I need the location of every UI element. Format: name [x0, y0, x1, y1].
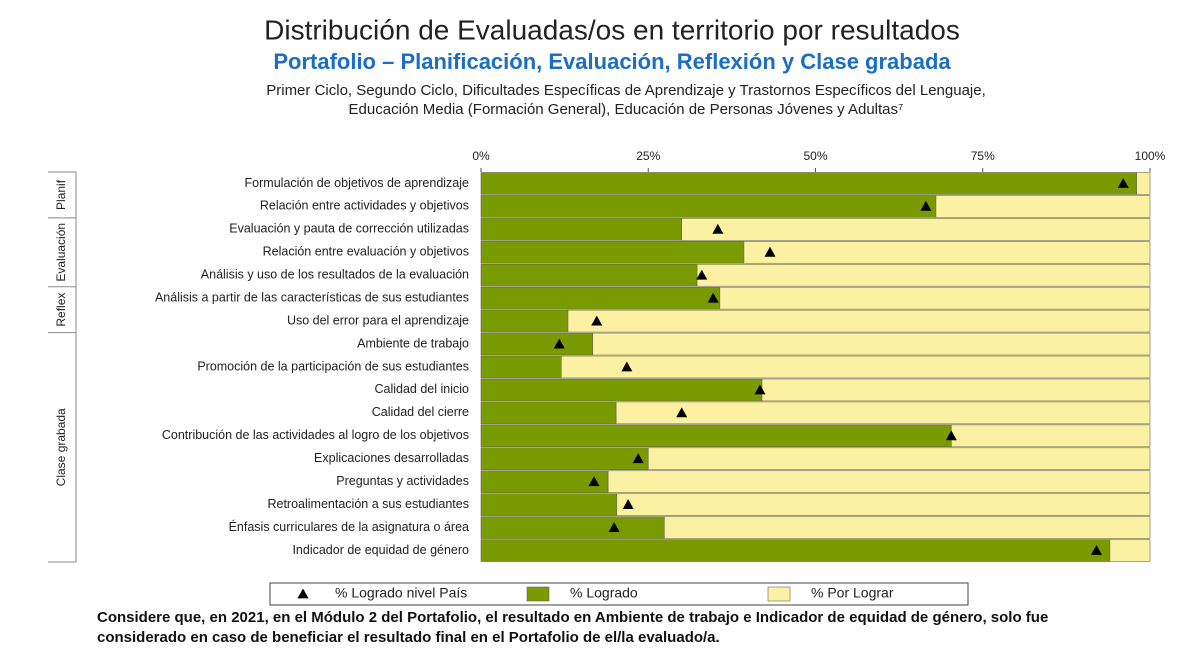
y-tick-label: Explicaciones desarrolladas — [314, 451, 469, 465]
y-tick-label: Énfasis curriculares de la asignatura o … — [229, 519, 469, 534]
marker — [707, 292, 719, 303]
bar-segment — [567, 309, 1151, 333]
y-tick-label: Calidad del inicio — [374, 382, 469, 396]
x-tick-label: 50% — [803, 149, 827, 163]
marker — [945, 430, 957, 441]
marker — [676, 407, 688, 418]
bar-segment — [647, 447, 1151, 471]
bar-segment — [480, 332, 594, 356]
bar-segment — [480, 172, 1137, 195]
marker — [591, 315, 603, 326]
marker — [632, 453, 644, 464]
bar-segment — [480, 195, 937, 218]
bar-segment — [719, 286, 1151, 310]
group-label: Planif — [54, 179, 68, 210]
bar-segment — [480, 218, 682, 241]
marker — [621, 361, 633, 372]
y-tick-label: Indicador de equidad de género — [292, 543, 469, 557]
y-tick-label: Preguntas y actividades — [336, 474, 469, 488]
legend-swatch — [767, 586, 791, 602]
bar-segment — [681, 218, 1151, 241]
group-label: Clase grabada — [54, 408, 68, 486]
bar-segment — [480, 355, 562, 379]
bar-segment — [480, 470, 609, 493]
y-tick-label: Calidad del cierre — [372, 405, 469, 419]
chart-title: Distribución de Evaluadas/os en territor… — [264, 14, 960, 45]
bar-segment — [480, 516, 665, 539]
x-tick-label: 0% — [472, 149, 490, 163]
chart-subtitle: Portafolio – Planificación, Evaluación, … — [273, 49, 951, 74]
x-tick-label: 75% — [971, 149, 995, 163]
bar-segment — [480, 263, 698, 287]
marker — [712, 223, 724, 234]
bar-segment — [696, 263, 1151, 287]
legend-label: % Logrado nivel País — [335, 585, 467, 601]
bar-segment — [480, 241, 745, 264]
marker — [1117, 177, 1129, 188]
bar-segment — [743, 241, 1151, 264]
bar-segment — [480, 286, 721, 310]
legend-marker — [297, 588, 309, 599]
legend-label: % Logrado — [570, 585, 638, 601]
y-tick-label: Promoción de la participación de sus est… — [197, 359, 469, 373]
bar-segment — [480, 424, 952, 448]
y-tick-label: Relación entre evaluación y objetivos — [263, 245, 469, 259]
group-label: Evaluación — [54, 223, 68, 282]
bar-segment — [607, 470, 1151, 493]
group-label: Reflex — [54, 293, 68, 327]
y-tick-label: Contribución de las actividades al logro… — [162, 428, 469, 442]
y-tick-label: Retroalimentación a sus estudiantes — [267, 497, 469, 511]
y-tick-label: Análisis a partir de las características… — [155, 290, 469, 304]
bar-segment — [480, 401, 617, 425]
marker — [920, 200, 932, 211]
bar-segment — [560, 355, 1151, 379]
bar-segment — [1109, 539, 1151, 562]
marker — [553, 338, 565, 349]
bar-segment — [480, 493, 618, 516]
marker — [608, 522, 620, 532]
bar-segment — [616, 493, 1151, 516]
bar-segment — [761, 378, 1151, 402]
bar-segment — [480, 447, 649, 471]
marker — [1090, 545, 1102, 555]
y-tick-label: Ambiente de trabajo — [357, 336, 469, 350]
y-tick-label: Relación entre actividades y objetivos — [260, 199, 469, 213]
bar-segment — [592, 332, 1151, 356]
x-tick-label: 100% — [1135, 149, 1166, 163]
marker — [764, 246, 776, 257]
bar-segment — [664, 516, 1151, 539]
bar-segment — [480, 539, 1111, 562]
bar-segment — [1136, 172, 1151, 195]
y-tick-label: Formulación de objetivos de aprendizaje — [245, 176, 469, 190]
legend-box — [269, 582, 969, 606]
description: Primer Ciclo, Segundo Ciclo, Dificultade… — [266, 82, 986, 99]
bar-segment — [935, 195, 1151, 218]
marker — [754, 384, 766, 395]
marker — [622, 499, 634, 510]
legend-swatch — [526, 586, 550, 602]
description: Educación Media (Formación General), Edu… — [349, 101, 904, 118]
bar-segment — [615, 401, 1151, 425]
bar-segment — [480, 378, 763, 402]
legend-label: % Por Lograr — [811, 585, 894, 601]
bar-segment — [951, 424, 1151, 448]
y-tick-label: Uso del error para el aprendizaje — [287, 313, 469, 327]
footnote: Considere que, en 2021, en el Módulo 2 d… — [97, 609, 1049, 646]
y-tick-label: Evaluación y pauta de corrección utiliza… — [229, 222, 469, 236]
marker — [696, 269, 708, 280]
bar-segment — [480, 309, 569, 333]
x-tick-label: 25% — [636, 149, 660, 163]
marker — [588, 476, 600, 487]
y-tick-label: Análisis y uso de los resultados de la e… — [201, 268, 469, 282]
